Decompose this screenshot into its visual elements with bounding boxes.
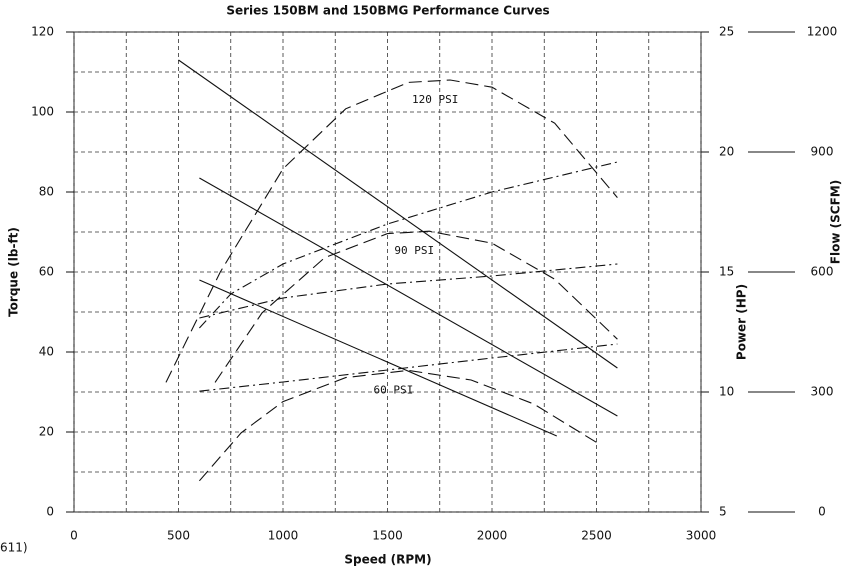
- y2-tick-label: 25: [719, 25, 734, 39]
- y2-axis-label: Power (HP): [735, 284, 749, 360]
- y2-tick-label: 10: [719, 385, 734, 399]
- curve-label: 60 PSI: [374, 383, 414, 396]
- x-tick-label: 500: [167, 529, 190, 543]
- curve: [199, 343, 618, 392]
- curve-label: 90 PSI: [394, 244, 434, 257]
- x-tick-label: 1500: [372, 529, 403, 543]
- note: 611): [0, 541, 28, 555]
- curve: [198, 161, 618, 329]
- curve: [199, 177, 618, 417]
- y3-tick-label: 900: [811, 145, 834, 159]
- curve: [178, 59, 618, 369]
- x-tick-label: 3000: [686, 529, 717, 543]
- curve-label: 120 PSI: [412, 93, 458, 106]
- y-tick-label: 0: [46, 505, 54, 519]
- y3-tick-label: 0: [818, 505, 826, 519]
- y-axis-label: Torque (lb-ft): [7, 227, 21, 317]
- x-tick-label: 0: [70, 529, 78, 543]
- y-tick-label: 100: [31, 105, 54, 119]
- x-tick-label: 1000: [268, 529, 299, 543]
- x-axis-label: Speed (RPM): [344, 553, 431, 567]
- y3-axis-label: Flow (SCFM): [829, 180, 843, 264]
- y-tick-label: 40: [39, 345, 54, 359]
- curve: [199, 263, 618, 319]
- y-tick-label: 80: [39, 185, 54, 199]
- x-tick-label: 2500: [581, 529, 612, 543]
- y2-tick-label: 20: [719, 145, 734, 159]
- y-tick-label: 120: [31, 25, 54, 39]
- curve: [214, 230, 618, 383]
- y3-tick-label: 300: [811, 385, 834, 399]
- x-tick-label: 2000: [477, 529, 508, 543]
- curve: [199, 279, 558, 437]
- y-tick-label: 60: [39, 265, 54, 279]
- y2-tick-label: 5: [719, 505, 727, 519]
- y3-tick-label: 1200: [807, 25, 838, 39]
- curve: [165, 79, 618, 383]
- curve: [198, 369, 597, 482]
- y3-tick-label: 600: [811, 265, 834, 279]
- y-tick-label: 20: [39, 425, 54, 439]
- y2-tick-label: 15: [719, 265, 734, 279]
- chart-title: Series 150BM and 150BMG Performance Curv…: [226, 4, 549, 18]
